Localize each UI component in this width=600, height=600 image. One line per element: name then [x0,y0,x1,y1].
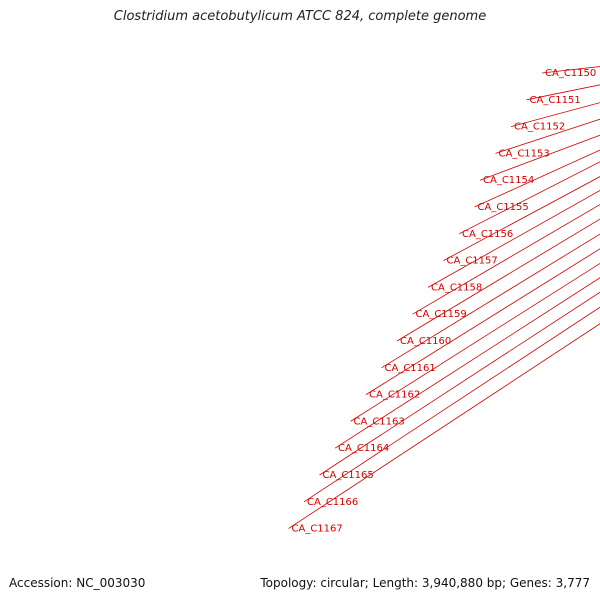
leader-CA_C1152 [510,102,600,127]
gene-label-CA_C1151: CA_C1151 [530,95,581,106]
label-layer: CA_C1150 CA_C1151 CA_C1152 CA_C1153 CA_C1154… [292,68,597,535]
gene-label-CA_C1162: CA_C1162 [369,390,420,401]
leader-CA_C1150 [541,66,600,74]
gene-label-CA_C1159: CA_C1159 [416,309,467,320]
leader-CA_C1156 [458,161,600,235]
gene-label-CA_C1161: CA_C1161 [385,363,436,374]
gene-label-CA_C1154: CA_C1154 [483,175,534,186]
gene-label-CA_C1152: CA_C1152 [514,122,565,133]
leader-CA_C1167 [288,323,600,529]
gene-label-CA_C1153: CA_C1153 [499,148,550,159]
genome-summary-text: Topology: circular; Length: 3,940,880 bp… [260,576,590,590]
gene-label-CA_C1158: CA_C1158 [431,282,482,293]
leader-CA_C1160 [396,218,600,342]
gene-label-CA_C1156: CA_C1156 [462,229,513,240]
leader-CA_C1158 [427,189,600,288]
gene-label-CA_C1166: CA_C1166 [307,497,358,508]
gene-label-CA_C1155: CA_C1155 [478,202,529,213]
leader-layer [288,66,600,529]
gene-label-CA_C1163: CA_C1163 [354,416,405,427]
gene-label-CA_C1157: CA_C1157 [447,256,498,267]
accession-text: Accession: NC_003030 [9,576,146,590]
gene-label-CA_C1160: CA_C1160 [400,336,451,347]
gene-label-CA_C1150: CA_C1150 [545,68,596,79]
gene-label-CA_C1164: CA_C1164 [338,443,389,454]
gene-label-CA_C1165: CA_C1165 [323,470,374,481]
leader-CA_C1151 [526,84,600,101]
gene-label-CA_C1167: CA_C1167 [292,524,343,535]
